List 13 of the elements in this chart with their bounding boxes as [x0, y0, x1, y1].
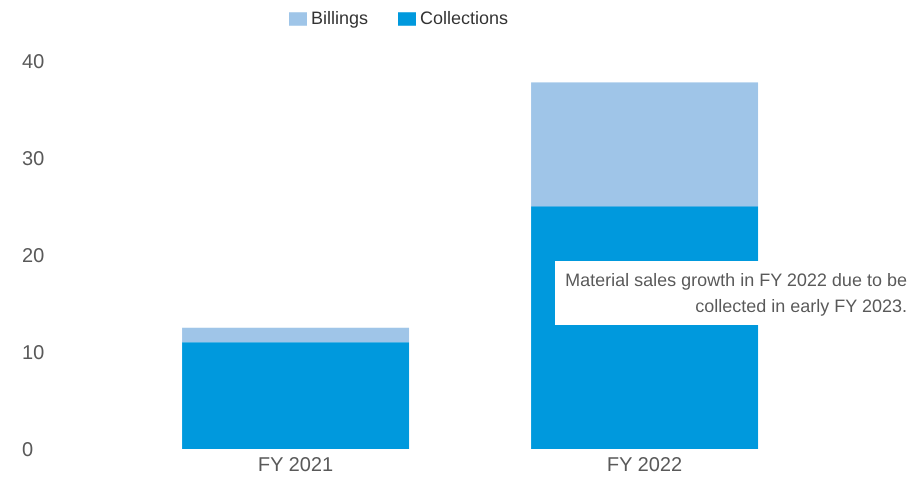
x-tick-label: FY 2021 — [258, 454, 334, 476]
y-tick-label: 10 — [22, 342, 44, 364]
y-tick-label: 40 — [22, 51, 44, 73]
y-tick-label: 30 — [22, 148, 44, 170]
annotation: Material sales growth in FY 2022 due to be collected in early FY 2023. — [555, 261, 911, 325]
y-tick-label: 0 — [22, 439, 34, 461]
legend-label: Billings — [310, 8, 368, 28]
legend-label: Collections — [420, 8, 508, 28]
y-tick-label: 20 — [22, 245, 44, 267]
bar — [531, 82, 758, 206]
bar — [182, 328, 410, 342]
bar — [182, 342, 410, 449]
x-tick-label: FY 2022 — [606, 454, 682, 476]
